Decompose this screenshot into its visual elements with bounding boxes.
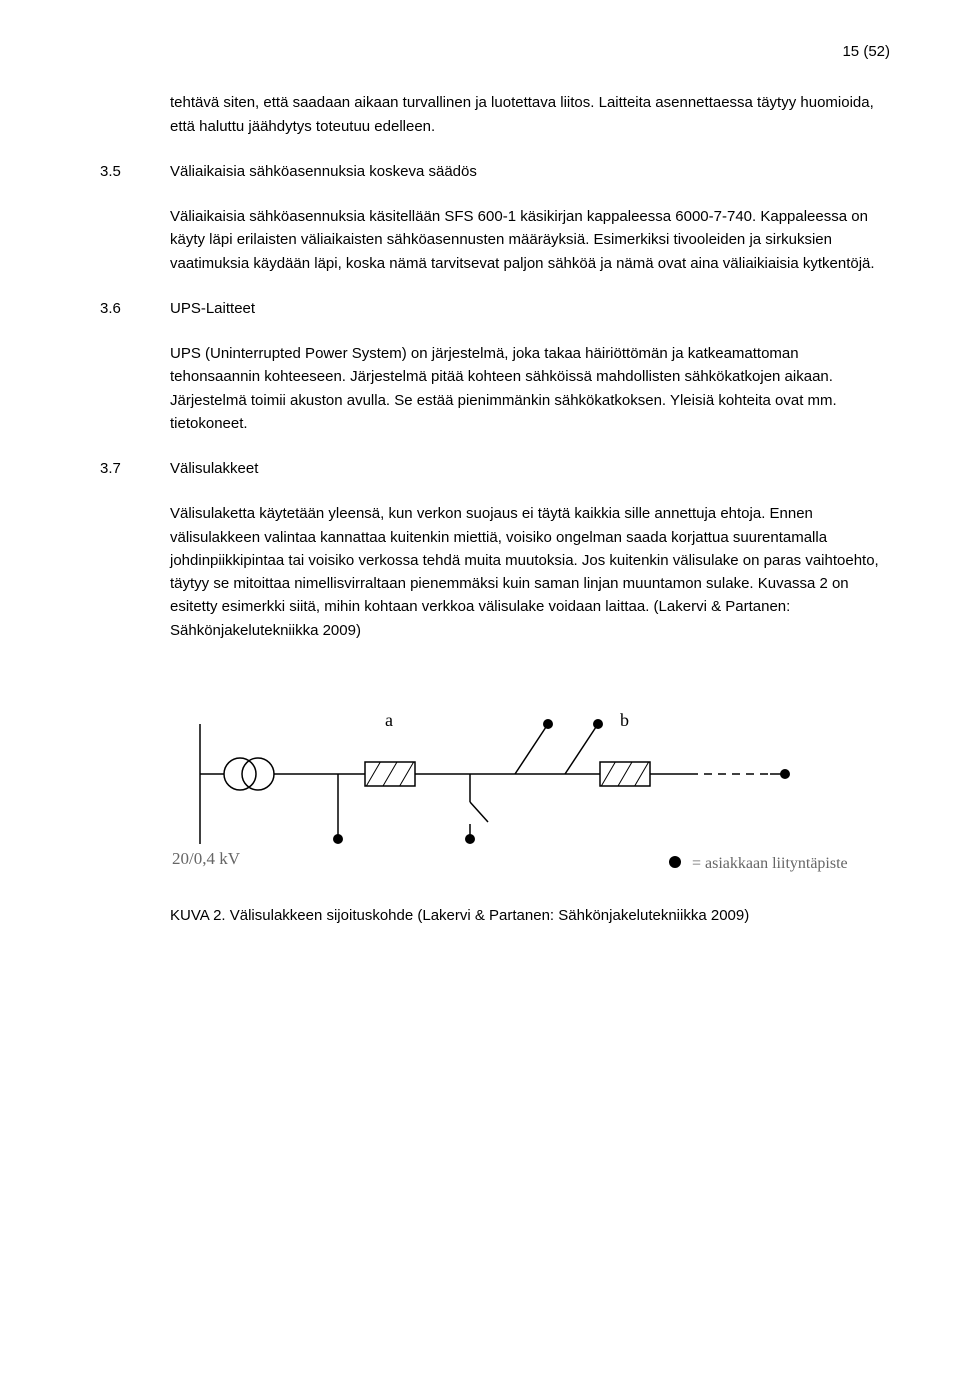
section-3-5-heading: 3.5Väliaikaisia sähköasennuksia koskeva … [100,160,890,183]
section-3-6-body: UPS (Uninterrupted Power System) on järj… [170,342,890,435]
section-3-7-heading: 3.7Välisulakkeet [100,457,890,480]
figure-2-diagram: 20/0,4 kV a b = asiakkaan liityntäpiste [170,664,890,894]
section-3-7-body: Välisulaketta käytetään yleensä, kun ver… [170,502,890,642]
section-number: 3.5 [100,160,170,183]
section-number: 3.7 [100,457,170,480]
section-title: Välisulakkeet [170,460,258,477]
section-title: UPS-Laitteet [170,300,255,317]
section-3-6-heading: 3.6UPS-Laitteet [100,297,890,320]
section-number: 3.6 [100,297,170,320]
svg-text:= asiakkaan liityntäpiste: = asiakkaan liityntäpiste [692,855,848,872]
svg-text:20/0,4 kV: 20/0,4 kV [172,849,241,868]
svg-text:a: a [385,710,393,730]
page-number: 15 (52) [100,40,890,63]
intro-paragraph: tehtävä siten, että saadaan aikaan turva… [170,91,890,138]
svg-text:b: b [620,710,629,730]
figure-2-caption: KUVA 2. Välisulakkeen sijoituskohde (Lak… [170,904,890,927]
section-3-5-body: Väliaikaisia sähköasennuksia käsitellään… [170,205,890,275]
section-title: Väliaikaisia sähköasennuksia koskeva sää… [170,163,477,180]
